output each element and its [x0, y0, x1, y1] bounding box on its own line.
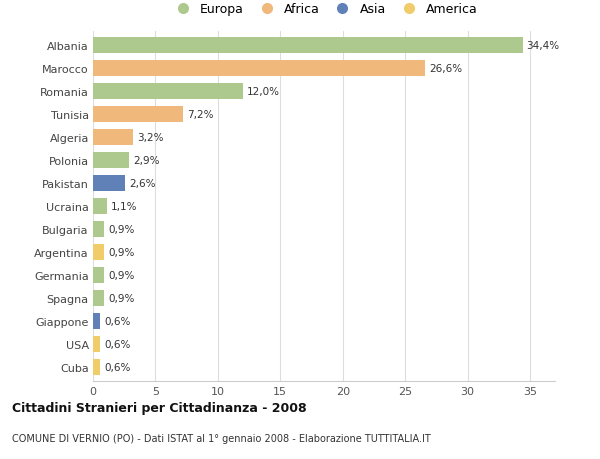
Text: 0,9%: 0,9%: [108, 270, 134, 280]
Text: 3,2%: 3,2%: [137, 133, 163, 143]
Text: 34,4%: 34,4%: [526, 41, 559, 51]
Text: 0,9%: 0,9%: [108, 293, 134, 303]
Text: 0,9%: 0,9%: [108, 247, 134, 257]
Text: 0,6%: 0,6%: [104, 339, 131, 349]
Bar: [93, 175, 125, 192]
Bar: [93, 152, 129, 169]
Bar: [93, 129, 133, 146]
Bar: [93, 198, 107, 215]
Bar: [93, 84, 243, 100]
Bar: [93, 267, 104, 284]
Bar: [93, 313, 100, 330]
Bar: [93, 244, 104, 261]
Bar: [93, 221, 104, 238]
Text: 0,6%: 0,6%: [104, 316, 131, 326]
Bar: [93, 290, 104, 307]
Text: 2,6%: 2,6%: [129, 179, 156, 189]
Bar: [93, 106, 183, 123]
Text: 0,6%: 0,6%: [104, 362, 131, 372]
Bar: [93, 336, 100, 353]
Bar: [93, 359, 100, 375]
Text: 7,2%: 7,2%: [187, 110, 213, 120]
Text: 12,0%: 12,0%: [247, 87, 280, 97]
Bar: [93, 61, 425, 77]
Bar: [93, 38, 523, 54]
Legend: Europa, Africa, Asia, America: Europa, Africa, Asia, America: [167, 1, 481, 19]
Text: Cittadini Stranieri per Cittadinanza - 2008: Cittadini Stranieri per Cittadinanza - 2…: [12, 401, 307, 414]
Text: 0,9%: 0,9%: [108, 224, 134, 235]
Text: 26,6%: 26,6%: [429, 64, 462, 74]
Text: 2,9%: 2,9%: [133, 156, 160, 166]
Text: 1,1%: 1,1%: [110, 202, 137, 212]
Text: COMUNE DI VERNIO (PO) - Dati ISTAT al 1° gennaio 2008 - Elaborazione TUTTITALIA.: COMUNE DI VERNIO (PO) - Dati ISTAT al 1°…: [12, 433, 431, 442]
